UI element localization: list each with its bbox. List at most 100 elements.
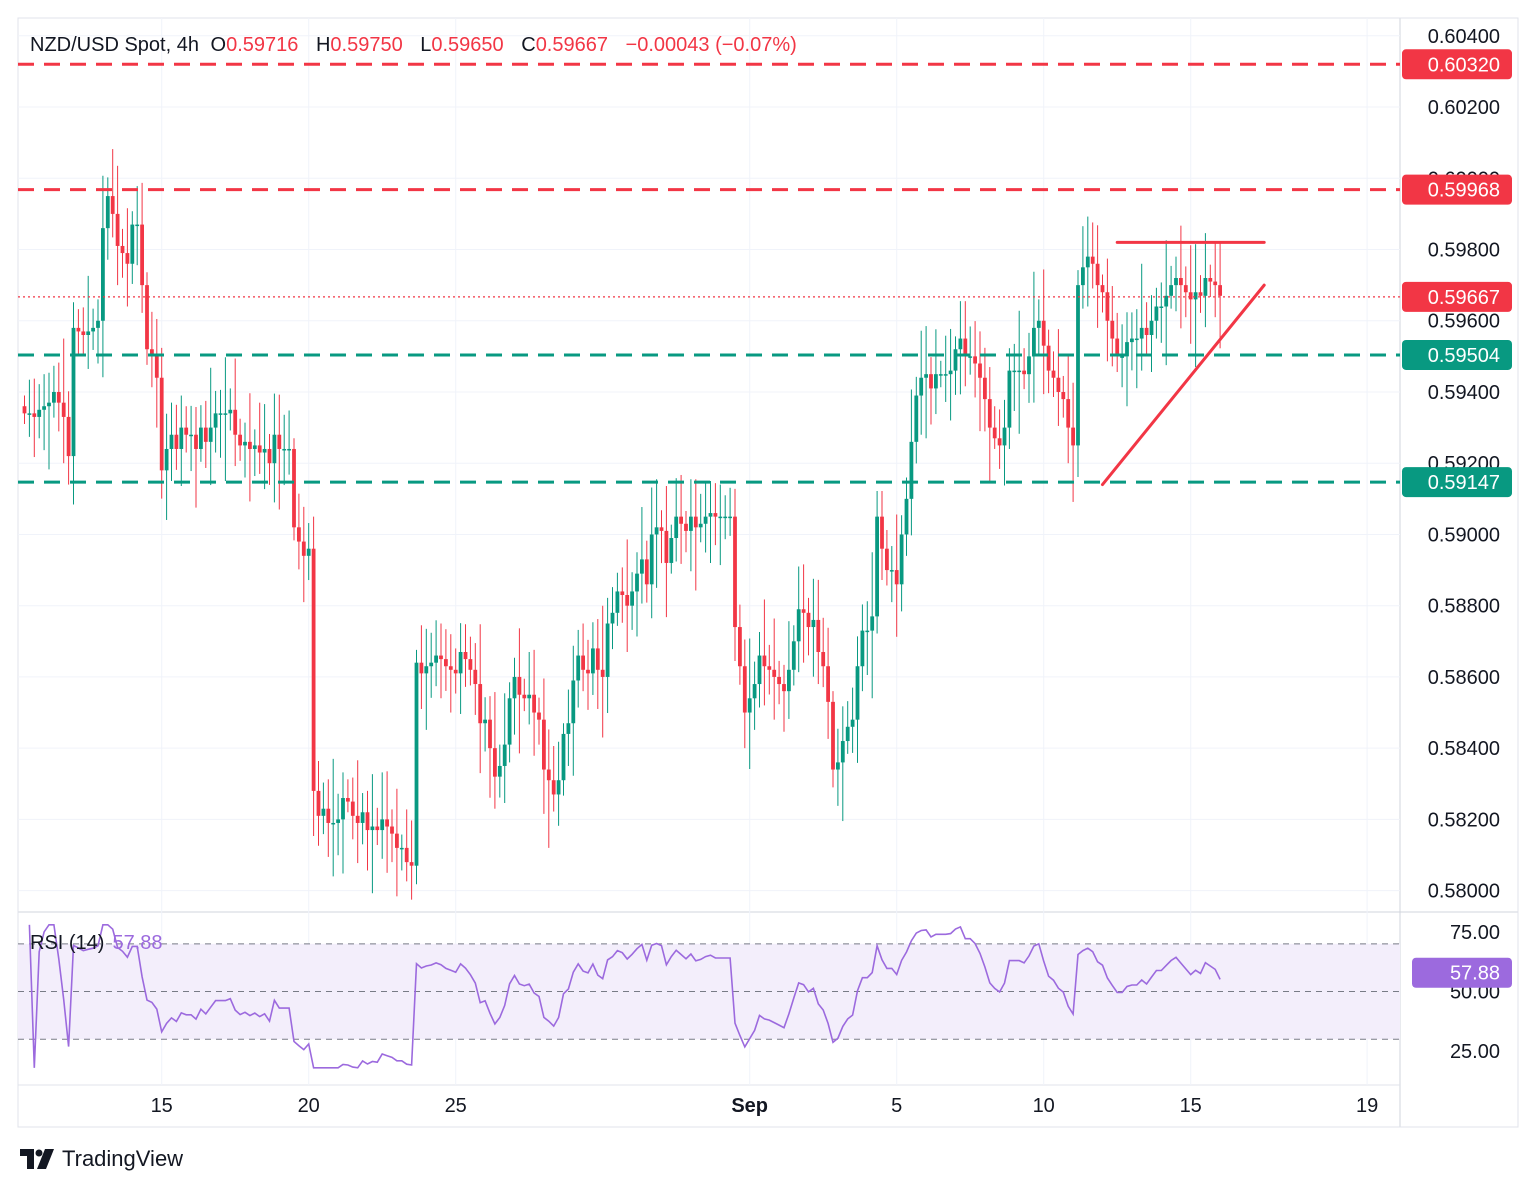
symbol-label: NZD/USD Spot, 4h [30,34,199,56]
candle-up [370,826,375,831]
candle-up [860,630,865,667]
candle-down [1066,399,1071,428]
candle-down [473,669,478,685]
price-label-text: 0.59968 [1428,180,1500,202]
candle-down [929,374,933,389]
candle-down [233,409,238,435]
candle-up [208,427,213,442]
candle-up [360,812,365,823]
candle-up [179,427,184,449]
candle-down [816,619,821,652]
candle-up [718,516,723,519]
candle-up [1027,356,1031,375]
candle-up [502,744,507,766]
triangle-bottom-trendline [1101,283,1266,487]
candle-up [948,370,953,375]
rsi-label: RSI (14) [30,932,105,954]
candle-up [1164,295,1169,307]
candle-down [140,224,144,286]
close-label: C [521,34,536,56]
candle-up [840,741,845,763]
open-label: O [210,34,227,56]
candle-up [336,819,340,823]
candle-down [1022,370,1026,375]
candle-up [669,538,674,563]
candle-up [674,516,679,539]
tradingview-logo[interactable]: TradingView [20,1146,183,1172]
candle-down [66,416,71,457]
candle-down [1046,345,1051,371]
candle-down [885,548,889,571]
candle-up [850,719,855,727]
candle-up [1017,370,1022,373]
candle-up [218,413,223,415]
candle-up [1032,327,1036,357]
candle-up [689,516,693,531]
candle-up [91,327,95,332]
y-tick-label: 0.60200 [1428,97,1500,119]
candle-up [708,513,713,517]
chart-border [17,17,1519,1128]
candle-up [42,406,46,410]
candle-up [262,448,267,453]
candle-down [159,377,164,471]
candle-down [600,669,605,677]
candle-up [86,331,91,335]
y-tick-label: 0.59600 [1428,311,1500,333]
candle-up [791,641,796,670]
candle-up [899,534,904,585]
candle-down [439,655,443,660]
candle-up [252,445,257,449]
candle-up [282,448,287,451]
candle-up [1203,278,1208,296]
candle-down [1208,278,1213,282]
y-tick-label: 0.59000 [1428,524,1500,546]
price-label-text: 0.60320 [1428,54,1500,76]
candle-down [267,448,272,464]
candle-up [1125,342,1129,357]
candle-up [213,413,218,428]
candle-down [326,808,331,823]
candle-up [855,666,860,720]
close-value: 0.59667 [535,34,608,56]
rsi-value-box [1412,957,1512,988]
candle-down [782,684,786,692]
candle-up [576,655,581,681]
candle-down [987,399,992,428]
candle-down [1071,427,1075,446]
rsi-band [18,943,1400,1040]
candle-down [973,356,977,364]
candle-up [566,723,571,734]
candle-up [164,448,169,471]
change-value: −0.00043 (−0.07%) [625,34,797,56]
candle-up [1139,327,1144,339]
last-price-box [1402,281,1512,312]
candle-up [1036,320,1041,328]
x-tick-label: 15 [1180,1095,1202,1117]
candle-up [870,616,875,631]
candle-up [953,349,958,371]
candle-down [713,513,718,517]
chart-legend: NZD/USD Spot, 4h O0.59716 H0.59750 L0.59… [30,34,803,57]
candle-down [532,694,536,713]
candle-down [22,406,27,414]
price-label-box [1402,174,1512,205]
price-label-box [1402,467,1512,498]
candle-up [414,662,419,866]
candle-up [169,434,174,449]
candle-down [693,516,698,528]
high-label: H [315,34,331,56]
candle-up [943,374,948,376]
candle-down [894,570,899,585]
candle-up [71,327,76,457]
candle-down [595,648,600,670]
candle-down [145,285,149,350]
candle-up [380,819,385,831]
candle-down [963,338,968,357]
candle-up [497,765,502,777]
candle-up [52,391,56,403]
price-label-text: 0.59147 [1428,472,1500,494]
candle-down [738,627,742,667]
candle-down [355,815,360,823]
